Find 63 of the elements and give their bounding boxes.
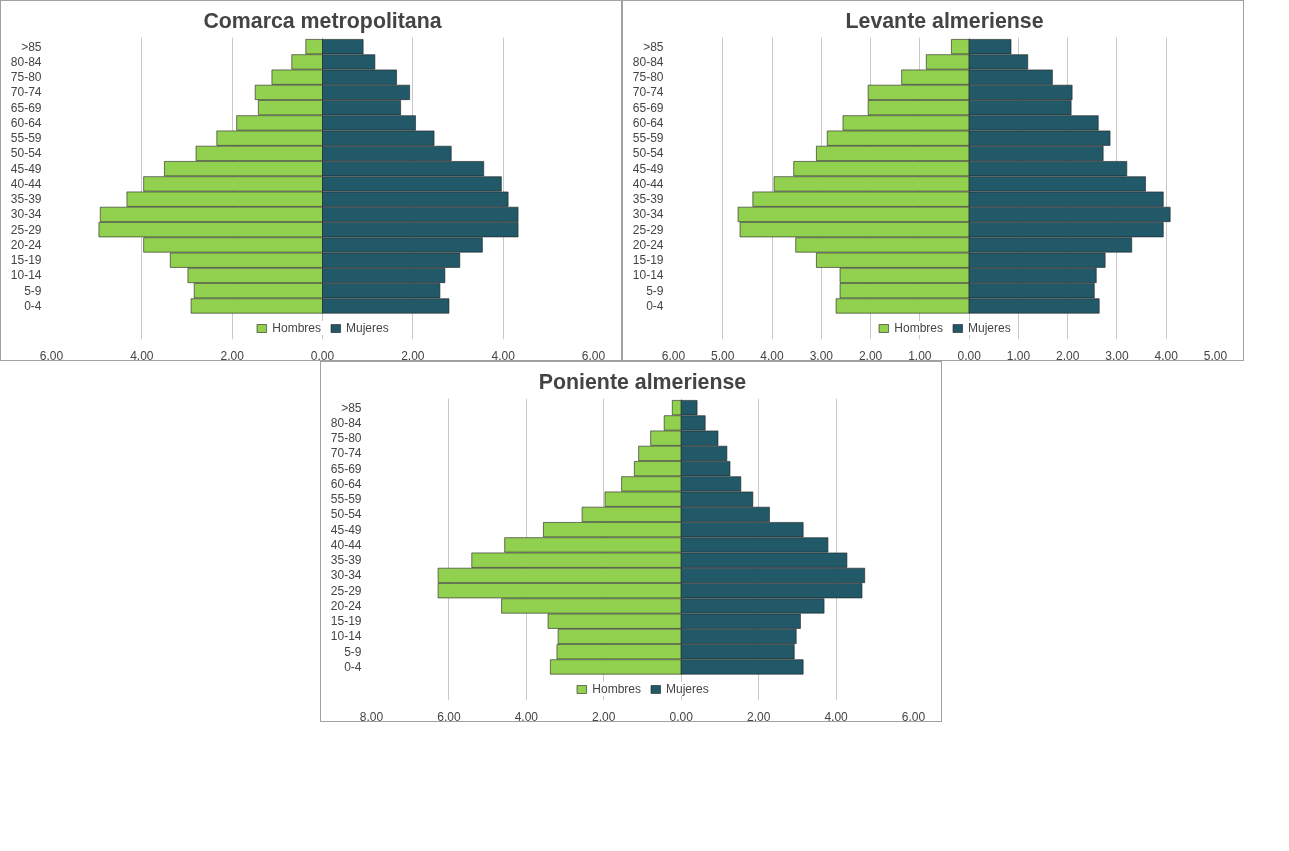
chart-title: Poniente almeriense (538, 369, 747, 394)
y-tick-label: 80-84 (330, 415, 362, 430)
legend-label: Mujeres (968, 321, 1011, 335)
y-tick-label: 25-29 (330, 583, 362, 598)
y-tick-label: 50-54 (632, 146, 664, 161)
y-tick-label: 0-4 (344, 659, 362, 674)
y-tick-label: 70-74 (10, 85, 42, 100)
y-tick-label: 65-69 (632, 100, 664, 115)
y-tick-label: 55-59 (330, 492, 362, 507)
y-tick-label: >85 (643, 39, 664, 54)
y-tick-label: 50-54 (10, 146, 42, 161)
y-tick-label: 60-64 (330, 476, 362, 491)
y-tick-label: 20-24 (632, 237, 664, 252)
y-tick-label: 75-80 (10, 70, 42, 85)
y-tick-label: 30-34 (10, 207, 42, 222)
y-tick-label: 25-29 (632, 222, 664, 237)
chart-title: Levante almeriense (845, 8, 1044, 33)
y-tick-label: 30-34 (632, 207, 664, 222)
y-tick-label: 20-24 (10, 237, 42, 252)
y-tick-label: 70-74 (330, 446, 362, 461)
y-tick-label: 45-49 (632, 161, 664, 176)
y-tick-label: 55-59 (10, 131, 42, 146)
legend-label: Hombres (894, 321, 943, 335)
y-tick-label: 50-54 (330, 507, 362, 522)
y-tick-label: 30-34 (330, 568, 362, 583)
legend-label: Mujeres (666, 682, 709, 696)
y-tick-label: >85 (21, 39, 42, 54)
chart-title: Comarca metropolitana (203, 8, 442, 33)
legend-label: Mujeres (346, 321, 389, 335)
y-tick-label: 80-84 (632, 54, 664, 69)
y-tick-label: 35-39 (10, 192, 42, 207)
y-tick-label: 40-44 (330, 537, 362, 552)
y-tick-label: 10-14 (632, 268, 664, 283)
legend-label: Hombres (272, 321, 321, 335)
y-tick-label: 15-19 (632, 253, 664, 268)
y-tick-label: 60-64 (632, 115, 664, 130)
y-tick-label: 0-4 (646, 298, 664, 313)
y-tick-label: 0-4 (24, 298, 42, 313)
y-tick-label: >85 (341, 400, 362, 415)
y-tick-label: 55-59 (632, 131, 664, 146)
y-tick-label: 75-80 (632, 70, 664, 85)
y-tick-label: 45-49 (330, 522, 362, 537)
y-tick-label: 40-44 (632, 176, 664, 191)
y-tick-label: 65-69 (10, 100, 42, 115)
y-tick-label: 15-19 (330, 614, 362, 629)
y-tick-label: 20-24 (330, 598, 362, 613)
y-tick-label: 5-9 (24, 283, 42, 298)
y-tick-label: 5-9 (344, 644, 362, 659)
y-tick-label: 70-74 (632, 85, 664, 100)
y-tick-label: 35-39 (632, 192, 664, 207)
y-tick-label: 15-19 (10, 253, 42, 268)
y-tick-label: 65-69 (330, 461, 362, 476)
y-tick-label: 40-44 (10, 176, 42, 191)
y-tick-label: 80-84 (10, 54, 42, 69)
y-tick-label: 35-39 (330, 553, 362, 568)
y-tick-label: 5-9 (646, 283, 664, 298)
legend-label: Hombres (592, 682, 641, 696)
y-tick-label: 10-14 (330, 629, 362, 644)
y-tick-label: 10-14 (10, 268, 42, 283)
y-tick-label: 45-49 (10, 161, 42, 176)
y-tick-label: 75-80 (330, 431, 362, 446)
y-tick-label: 60-64 (10, 115, 42, 130)
y-tick-label: 25-29 (10, 222, 42, 237)
